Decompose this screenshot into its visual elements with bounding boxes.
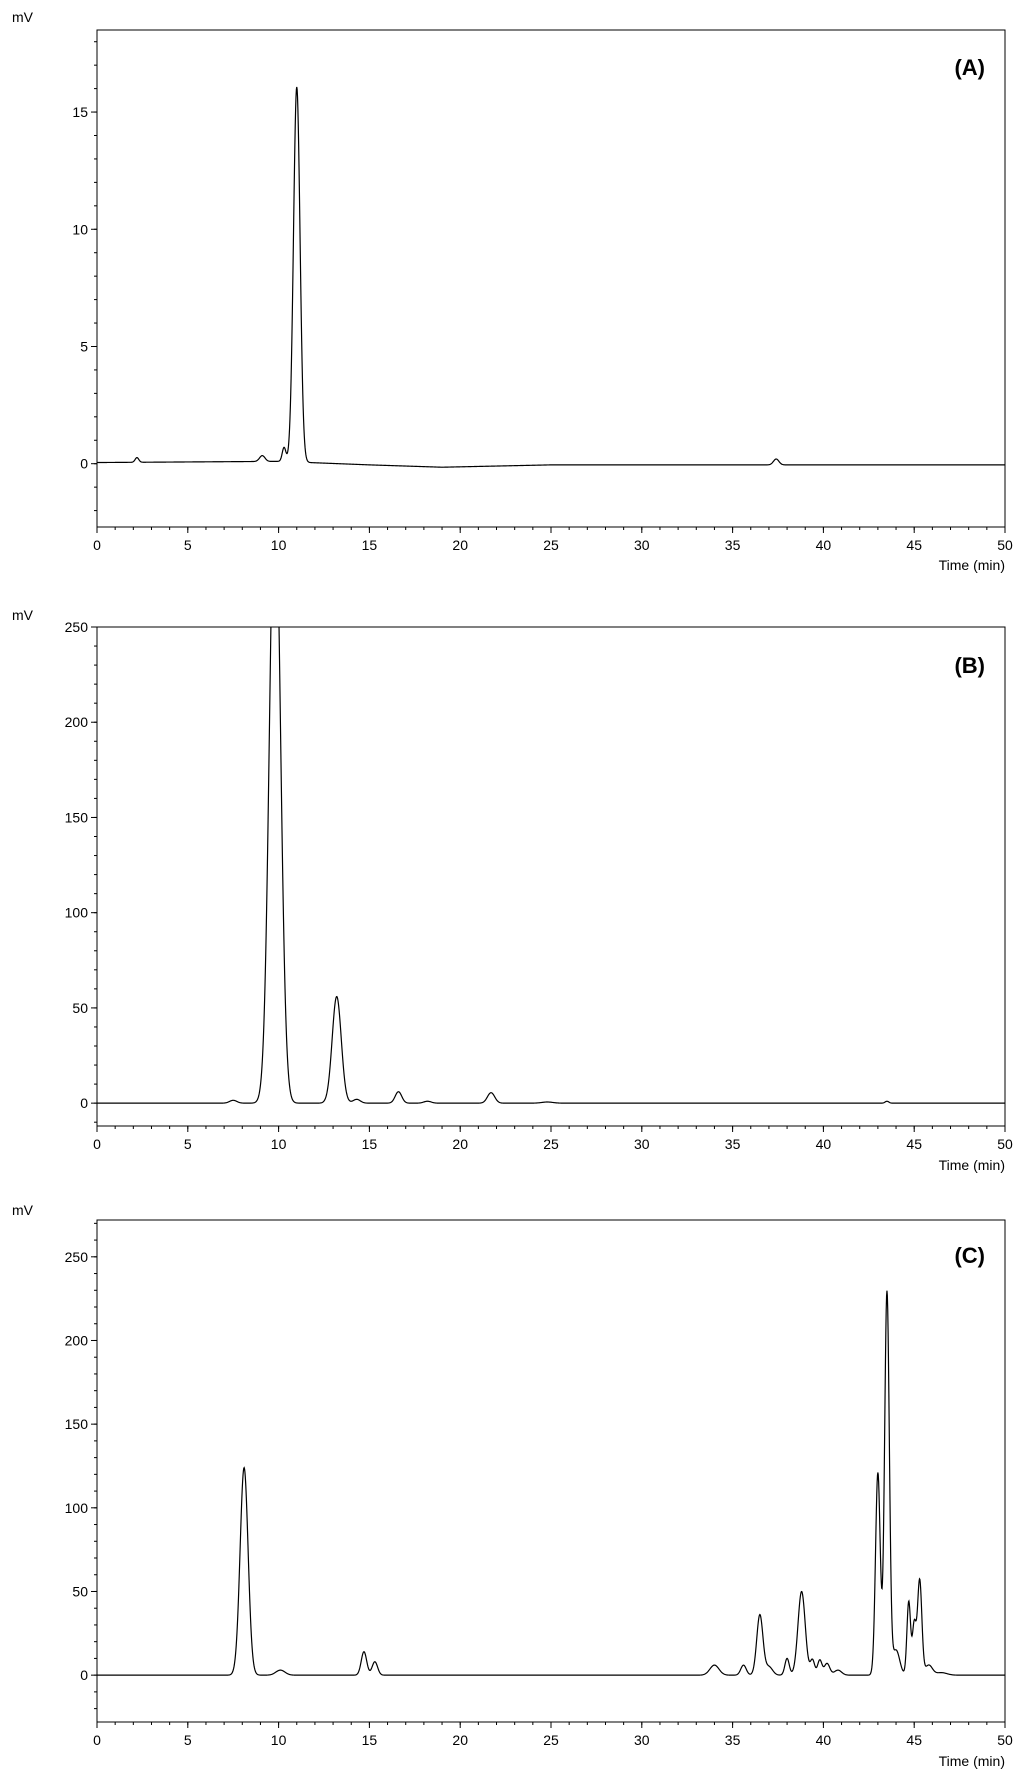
chromatogram-trace [97, 86, 1005, 468]
x-tick-label: 30 [634, 537, 650, 553]
x-tick-label: 15 [362, 1732, 378, 1748]
x-tick-label: 35 [725, 1732, 741, 1748]
chart-panel-3: 0 50 100 150 200 250 0 5 10 15 20 25 30 35 40 45 50 mV Tim… [12, 1202, 1013, 1769]
x-axis-label: Time (min) [939, 1753, 1005, 1769]
y-tick-label: 150 [65, 809, 89, 825]
plot-frame [96, 626, 1006, 1127]
y-tick-label: 200 [65, 714, 89, 730]
chromatogram-trace [97, 627, 1005, 1104]
y-tick-label: 0 [80, 456, 88, 472]
chart-panel-2: 0 50 100 150 200 250 0 5 10 15 20 25 30 35 40 45 50 mV Tim… [12, 607, 1013, 1173]
x-tick-label: 25 [543, 537, 559, 553]
y-tick-label: 100 [65, 905, 89, 921]
x-tick-label: 5 [184, 1136, 192, 1152]
x-tick-label: 40 [816, 1136, 832, 1152]
x-tick-label: 45 [906, 1136, 922, 1152]
x-tick-label: 50 [997, 1732, 1013, 1748]
x-tick-label: 5 [184, 1732, 192, 1748]
plot-frame [96, 1219, 1006, 1723]
x-tick-label: 0 [93, 1732, 101, 1748]
x-tick-label: 10 [271, 537, 287, 553]
x-tick-label: 45 [906, 1732, 922, 1748]
x-tick-label: 25 [543, 1732, 559, 1748]
x-tick-label: 15 [362, 537, 378, 553]
y-tick-label: 150 [65, 1416, 89, 1432]
x-tick-label: 20 [452, 1136, 468, 1152]
y-tick-label: 10 [72, 221, 88, 237]
plot-frame [96, 29, 1006, 528]
chart-panel-1: 0 5 10 15 0 5 10 15 20 25 30 35 40 45 50 mV Time (min) (A… [12, 9, 1013, 573]
y-tick-label: 15 [72, 104, 88, 120]
x-tick-label: 45 [906, 537, 922, 553]
x-tick-label: 40 [816, 537, 832, 553]
x-tick-label: 0 [93, 537, 101, 553]
x-tick-label: 25 [543, 1136, 559, 1152]
y-tick-label: 250 [65, 619, 89, 635]
x-tick-label: 20 [452, 1732, 468, 1748]
x-tick-label: 35 [725, 1136, 741, 1152]
chromatogram-trace [97, 1290, 1005, 1676]
x-tick-label: 50 [997, 1136, 1013, 1152]
panel-label: (A) [954, 55, 985, 80]
y-axis-label: mV [12, 607, 34, 623]
y-tick-label: 0 [80, 1095, 88, 1111]
y-tick-label: 50 [72, 1583, 88, 1599]
x-tick-label: 50 [997, 537, 1013, 553]
y-tick-label: 250 [65, 1249, 89, 1265]
x-tick-label: 10 [271, 1136, 287, 1152]
x-tick-label: 0 [93, 1136, 101, 1152]
x-axis-label: Time (min) [939, 557, 1005, 573]
panel-label: (B) [954, 653, 985, 678]
x-axis-label: Time (min) [939, 1157, 1005, 1173]
x-tick-label: 30 [634, 1732, 650, 1748]
x-tick-label: 40 [816, 1732, 832, 1748]
x-tick-label: 20 [452, 537, 468, 553]
y-tick-label: 5 [80, 338, 88, 354]
y-tick-label: 200 [65, 1332, 89, 1348]
x-tick-label: 30 [634, 1136, 650, 1152]
y-axis-label: mV [12, 9, 34, 25]
x-tick-label: 35 [725, 537, 741, 553]
panel-label: (C) [954, 1243, 985, 1268]
y-tick-label: 50 [72, 1000, 88, 1016]
x-tick-label: 5 [184, 537, 192, 553]
x-tick-label: 15 [362, 1136, 378, 1152]
y-tick-label: 0 [80, 1667, 88, 1683]
y-axis-label: mV [12, 1202, 34, 1218]
x-tick-label: 10 [271, 1732, 287, 1748]
y-tick-label: 100 [65, 1500, 89, 1516]
